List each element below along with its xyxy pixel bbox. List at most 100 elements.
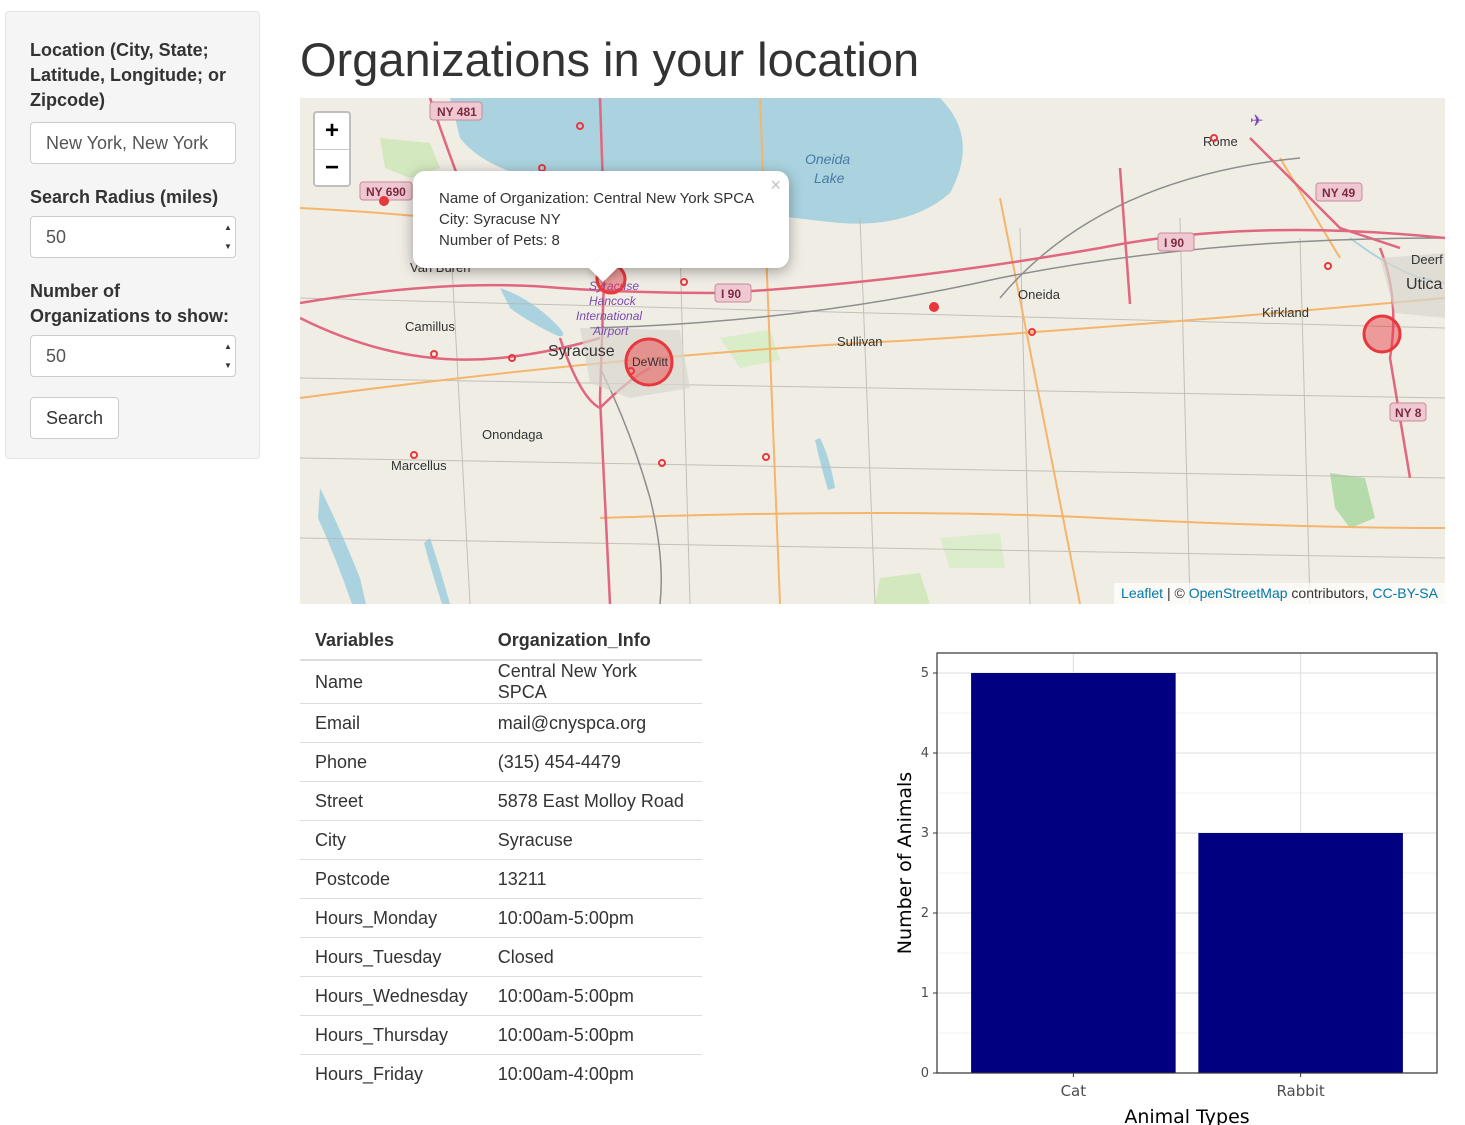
urban-area — [1380, 253, 1445, 318]
cazenovia-lake — [815, 438, 835, 490]
map-label-airport: Airport — [592, 324, 629, 338]
location-label: Location (City, State; Latitude, Longitu… — [30, 40, 226, 110]
table-row: Street 5878 East Molloy Road — [300, 781, 702, 821]
map-label-sullivan: Sullivan — [837, 334, 883, 349]
table-cell-variable: Name — [300, 659, 483, 704]
map-marker-large — [1362, 314, 1402, 354]
otisco-lake — [424, 538, 450, 604]
map-label-onondaga: Onondaga — [482, 427, 543, 442]
radius-stepper[interactable]: ▲ ▼ — [30, 216, 236, 258]
popup-org-name: Name of Organization: Central New York S… — [439, 190, 755, 207]
table-cell-value: 13211 — [482, 859, 702, 899]
map-label-dewitt: DeWitt — [632, 355, 669, 369]
map-label-oneida-lake: Oneida — [805, 151, 850, 167]
map-popup: × Name of Organization: Central New York… — [413, 171, 789, 283]
y-tick-label: 1 — [921, 986, 929, 1001]
table-row: Hours_Tuesday Closed — [300, 937, 702, 977]
table-cell-value: 10:00am-5:00pm — [482, 898, 702, 938]
osm-link[interactable]: OpenStreetMap — [1188, 585, 1288, 601]
table-cell-value: mail@cnyspca.org — [482, 703, 702, 743]
map-marker — [410, 451, 418, 459]
count-spinner[interactable]: ▲ ▼ — [223, 339, 233, 373]
map-label-airport: Hancock — [589, 294, 637, 308]
park-area — [380, 138, 440, 178]
map-label-deerf: Deerf — [1411, 252, 1443, 267]
map-marker — [576, 122, 584, 130]
column-header-organization-info: Organization_Info — [482, 621, 702, 661]
table-cell-variable: Hours_Wednesday — [300, 976, 483, 1016]
popup-pets: Number of Pets: 8 — [439, 232, 560, 249]
map-marker — [1028, 328, 1036, 336]
table-row: Phone (315) 454-4479 — [300, 742, 702, 782]
table-cell-variable: Hours_Monday — [300, 898, 483, 938]
attribution-sep: | © — [1163, 585, 1189, 601]
zoom-out-button[interactable]: − — [324, 154, 339, 181]
count-stepper[interactable]: ▲ ▼ — [30, 335, 236, 377]
sidebar-panel: Location (City, State; Latitude, Longitu… — [5, 11, 260, 459]
map-marker — [1324, 262, 1332, 270]
spinner-up-icon[interactable]: ▲ — [224, 342, 232, 351]
close-icon[interactable]: × — [770, 175, 781, 195]
bar-cat — [971, 673, 1176, 1073]
table-row: Email mail@cnyspca.org — [300, 703, 702, 743]
radius-input[interactable] — [30, 216, 236, 258]
table-cell-variable: City — [300, 820, 483, 860]
table-header-row: Variables Organization_Info — [300, 621, 702, 661]
table-cell-value: Central New York SPCA — [482, 659, 702, 704]
park-area — [875, 573, 930, 604]
search-button[interactable]: Search — [30, 397, 120, 439]
spinner-down-icon[interactable]: ▼ — [224, 361, 232, 370]
zoom-in-button[interactable]: + — [315, 113, 349, 150]
table-row: Postcode 13211 — [300, 859, 702, 899]
leaflet-link[interactable]: Leaflet — [1121, 585, 1164, 601]
airport-icon: ✈ — [1250, 113, 1263, 130]
table-row: Hours_Wednesday 10:00am-5:00pm — [300, 976, 702, 1016]
zoom-control: + − — [313, 111, 351, 187]
park-area — [1330, 473, 1375, 528]
spinner-down-icon[interactable]: ▼ — [224, 242, 232, 251]
license-link[interactable]: CC-BY-SA — [1372, 585, 1438, 601]
map-label-kirkland: Kirkland — [1262, 305, 1309, 320]
table-cell-value: 10:00am-4:00pm — [482, 1054, 702, 1093]
y-tick-label: 3 — [921, 826, 929, 841]
park-area — [940, 533, 1005, 568]
map-label-oneida-lake2: Lake — [814, 170, 845, 186]
shield-ny8: NY 8 — [1395, 406, 1422, 420]
table-cell-value: Closed — [482, 937, 702, 977]
map-marker — [680, 278, 688, 286]
map-attribution: Leaflet | © OpenStreetMap contributors, … — [1114, 583, 1445, 604]
chart-panel-border — [936, 652, 1438, 1074]
map-label-utica: Utica — [1406, 276, 1443, 293]
table-row: Hours_Thursday 10:00am-5:00pm — [300, 1015, 702, 1055]
map-label-airport: International — [576, 309, 642, 323]
map-marker — [929, 302, 939, 312]
table-cell-value: 10:00am-5:00pm — [482, 976, 702, 1016]
spinner-up-icon[interactable]: ▲ — [224, 223, 232, 232]
map-marker — [379, 196, 389, 206]
map-tiles[interactable]: Syracuse Camillus Onondaga Marcellus Sul… — [300, 98, 1445, 604]
map-marker — [1210, 134, 1218, 142]
table-cell-variable: Hours_Thursday — [300, 1015, 483, 1055]
map-label-rome: Rome — [1203, 134, 1238, 149]
map-label-marcellus: Marcellus — [391, 458, 447, 473]
location-input[interactable] — [30, 122, 236, 164]
map-marker-large — [624, 337, 674, 387]
shield-i90: I 90 — [1164, 236, 1184, 250]
page-title: Organizations in your location — [300, 33, 920, 86]
map-view[interactable]: Syracuse Camillus Onondaga Marcellus Sul… — [300, 98, 1445, 604]
map-label-syracuse: Syracuse — [548, 343, 615, 360]
table-cell-variable: Hours_Tuesday — [300, 937, 483, 977]
table-cell-variable: Phone — [300, 742, 483, 782]
y-tick-label: 2 — [921, 906, 929, 921]
count-input[interactable] — [30, 335, 236, 377]
table-row: City Syracuse — [300, 820, 702, 860]
radius-label: Search Radius (miles) — [30, 187, 219, 207]
table-cell-variable: Street — [300, 781, 483, 821]
radius-spinner[interactable]: ▲ ▼ — [223, 220, 233, 254]
y-tick-label: 4 — [921, 746, 929, 761]
shield-ny690: NY 690 — [366, 185, 406, 199]
table-cell-value: Syracuse — [482, 820, 702, 860]
attribution-contrib: contributors, — [1287, 585, 1373, 601]
column-header-variables: Variables — [300, 621, 483, 661]
x-tick-label: Cat — [1061, 1082, 1087, 1100]
